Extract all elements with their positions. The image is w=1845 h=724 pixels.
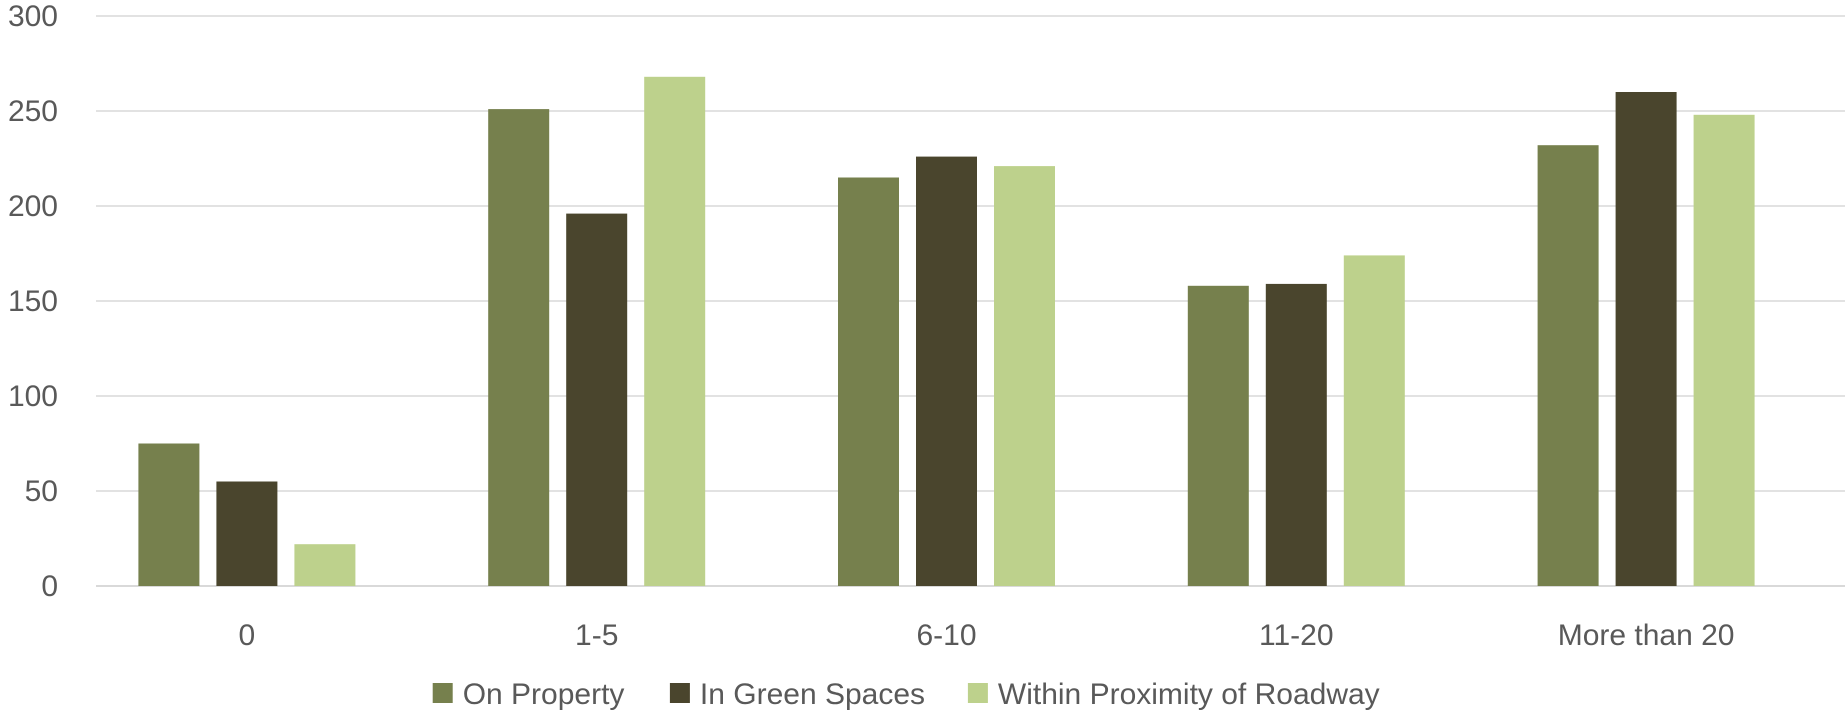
legend-swatch [967,683,988,703]
bar-within-proximity-of-roadway-6-10 [994,166,1055,586]
y-axis-tick-labels: 0 50 100 150 200 250 300 [8,0,58,603]
legend-item-within-proximity-of-roadway: Within Proximity of Roadway [967,678,1380,711]
legend-item-on-property: On Property [432,678,625,711]
bar-on-property-11-20 [1187,285,1249,586]
x-axis-tick-labels: 0 1-5 6-10 11-20 More than 20 [239,619,1735,652]
legend-label: Within Proximity of Roadway [998,678,1380,711]
x-tick-label: More than 20 [1558,619,1735,652]
legend-swatch [669,683,690,703]
bar-within-proximity-of-roadway-11-20 [1343,255,1405,586]
y-tick-label: 300 [8,0,58,33]
x-tick-label: 0 [239,619,256,652]
y-tick-label: 250 [8,95,58,128]
bar-in-green-spaces-more-than-20 [1615,92,1677,586]
bar-within-proximity-of-roadway-0 [294,544,356,586]
x-tick-label: 1-5 [575,619,618,652]
bar-in-green-spaces-6-10 [916,156,977,586]
y-tick-label: 150 [8,285,58,318]
legend-label: On Property [463,678,625,711]
y-tick-label: 0 [41,570,58,603]
bars [138,76,1755,587]
bar-on-property-1-5 [488,109,550,586]
legend: On Property In Green Spaces Within Proximi… [432,678,1380,711]
bar-in-green-spaces-11-20 [1265,283,1327,586]
bar-within-proximity-of-roadway-1-5 [644,76,706,587]
bar-on-property-more-than-20 [1537,145,1599,586]
y-tick-label: 200 [8,190,58,223]
bar-in-green-spaces-0 [216,481,278,586]
bar-within-proximity-of-roadway-more-than-20 [1693,114,1755,587]
bar-in-green-spaces-1-5 [566,213,628,586]
y-tick-label: 100 [8,380,58,413]
legend-label: In Green Spaces [700,678,925,711]
bar-on-property-6-10 [838,177,899,586]
legend-swatch [432,683,453,703]
y-tick-label: 50 [25,475,58,508]
bar-on-property-0 [138,443,200,586]
x-tick-label: 11-20 [1259,619,1334,652]
x-tick-label: 6-10 [916,619,976,652]
legend-item-in-green-spaces: In Green Spaces [669,678,925,711]
